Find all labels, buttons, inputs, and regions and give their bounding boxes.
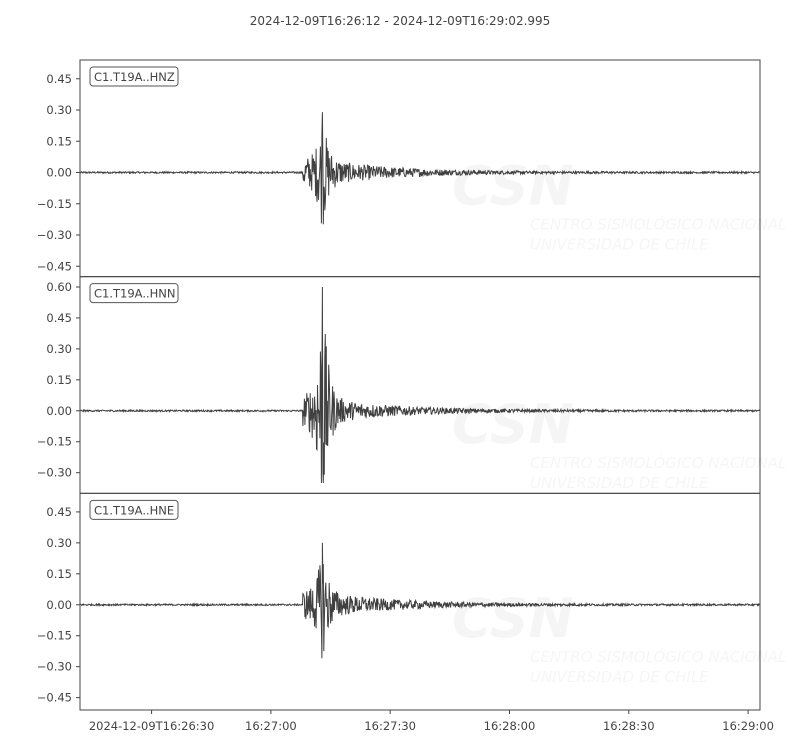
y-tick-label: 0.00 [46,404,72,418]
x-tick-label: 2024-12-09T16:26:30 [89,719,215,733]
y-tick-label: 0.00 [46,598,72,612]
csn-watermark: CSNCENTRO SISMOLÓGICO NACIONAL UNIVERSIDA… [452,155,786,254]
watermark-line1: CENTRO SISMOLÓGICO NACIONAL [530,215,786,234]
watermark-line1: CENTRO SISMOLÓGICO NACIONAL [530,647,786,666]
x-tick-label: 16:28:00 [484,719,536,733]
y-tick-label: 0.45 [46,72,72,86]
y-tick-label: 0.30 [46,342,72,356]
waveform-line [79,112,760,225]
y-tick-label: −0.45 [37,691,72,705]
y-tick-label: 0.60 [46,280,72,294]
trace-label: C1.T19A..HNE [94,503,174,517]
trace-label-box [89,283,179,304]
trace-label: C1.T19A..HNZ [94,70,175,84]
trace-label: C1.T19A..HNN [94,287,176,301]
watermark-line2: UNIVERSIDAD DE CHILE [530,236,709,254]
x-tick-label: 16:29:00 [722,719,774,733]
y-tick-label: −0.45 [37,259,72,273]
y-tick-label: −0.30 [37,466,72,480]
watermark-line2: UNIVERSIDAD DE CHILE [530,474,709,492]
y-tick-label: 0.45 [46,311,72,325]
watermark-logo: CSN [452,393,574,456]
y-tick-label: −0.30 [37,228,72,242]
y-tick-label: −0.15 [37,197,72,211]
y-tick-label: 0.15 [46,567,72,581]
csn-watermark: CSNCENTRO SISMOLÓGICO NACIONAL UNIVERSIDA… [452,587,786,686]
x-tick-label: 16:28:30 [603,719,655,733]
y-tick-label: 0.30 [46,103,72,117]
trace-panel: CSNCENTRO SISMOLÓGICO NACIONAL UNIVERSIDA… [37,492,786,711]
x-tick-label: 16:27:00 [245,719,297,733]
trace-panel: CSNCENTRO SISMOLÓGICO NACIONAL UNIVERSIDA… [37,59,786,278]
x-tick-label: 16:27:30 [364,719,416,733]
axes-frame [79,492,761,711]
y-tick-label: 0.45 [46,505,72,519]
y-tick-label: −0.30 [37,660,72,674]
waveform-line [80,542,761,659]
waveform-line [79,286,761,484]
x-axis: 2024-12-09T16:26:30 16:27:00 16:27:30 16:28… [89,710,774,733]
watermark-logo: CSN [452,587,574,650]
csn-watermark: CSNCENTRO SISMOLÓGICO NACIONAL UNIVERSIDA… [452,393,786,492]
watermark-line1: CENTRO SISMOLÓGICO NACIONAL [530,453,786,472]
y-tick-label: 0.15 [46,373,72,387]
watermark-line2: UNIVERSIDAD DE CHILE [530,668,709,686]
y-tick-label: −0.15 [37,435,72,449]
trace-label-box [89,66,179,87]
chart-title: 2024-12-09T16:26:12 - 2024-12-09T16:29:0… [250,14,551,28]
y-tick-label: 0.00 [46,166,72,180]
trace-label-box [89,499,179,520]
y-tick-label: 0.15 [46,134,72,148]
trace-panel: CSNCENTRO SISMOLÓGICO NACIONAL UNIVERSIDA… [37,276,786,494]
watermark-logo: CSN [452,155,574,218]
y-tick-label: −0.15 [37,629,72,643]
y-tick-label: 0.30 [46,536,72,550]
